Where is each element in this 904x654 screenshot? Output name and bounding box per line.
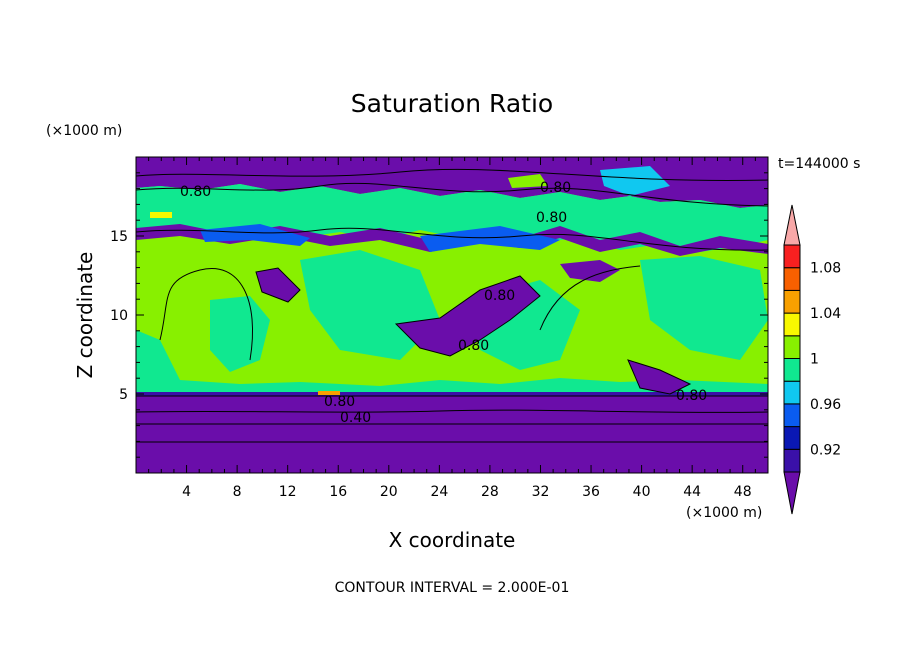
field-spot-3 — [150, 212, 172, 218]
colorbar-swatch — [783, 289, 801, 314]
colorbar-tick-label: 0.92 — [810, 442, 841, 458]
x-tick-label: 40 — [633, 484, 651, 500]
y-unit-label: (×1000 m) — [46, 123, 122, 139]
field-spot-2 — [600, 166, 670, 196]
x-tick-label: 24 — [430, 484, 448, 500]
x-tick-label: 32 — [532, 484, 550, 500]
contour-line — [136, 409, 768, 413]
x-tick-label: 36 — [582, 484, 600, 500]
x-tick-label: 8 — [233, 484, 242, 500]
colorbar-tick-label: 1 — [810, 352, 819, 368]
time-label: t=144000 s — [778, 156, 860, 172]
contour-label: 0.80 — [484, 288, 515, 304]
field-cloud-4 — [628, 360, 690, 394]
field-band-lower-cyan — [136, 330, 768, 392]
x-tick-label: 16 — [329, 484, 347, 500]
contour-line — [539, 265, 641, 331]
colorbar-tick-label: 1.04 — [810, 306, 841, 322]
colorbar-tick-label: 1.08 — [810, 261, 841, 277]
y-tick-label: 10 — [110, 308, 128, 324]
x-tick-label: 12 — [279, 484, 297, 500]
field-spot-4 — [318, 391, 340, 395]
field-cloud-3 — [560, 260, 620, 282]
colorbar-swatch — [783, 244, 801, 269]
field-blob-left — [210, 296, 270, 372]
x-axis-label: X coordinate — [389, 528, 516, 552]
contour-label: 0.80 — [324, 394, 355, 410]
contour-label: 0.40 — [340, 410, 371, 426]
colorbar-swatch — [783, 448, 801, 473]
contour-line — [627, 359, 692, 395]
field-spot-1 — [508, 174, 548, 188]
plot-field: 0.80 0.80 0.80 0.80 0.80 0.80 0.80 0.40 — [136, 157, 768, 473]
field-band-lower-edge — [136, 392, 768, 396]
colorbar-swatch — [783, 312, 801, 337]
contour-label: 0.80 — [458, 338, 489, 354]
contour-line — [136, 182, 768, 207]
field-blob-far-right — [640, 256, 768, 360]
contour-line — [394, 275, 541, 357]
x-tick-label: 28 — [481, 484, 499, 500]
colorbar: 0.92 0.96 1 1.04 1.08 — [783, 204, 841, 515]
colorbar-tick-label: 0.96 — [810, 397, 841, 413]
colorbar-swatch — [783, 403, 801, 428]
contour-line — [136, 168, 768, 181]
y-axis: 5 10 15 — [110, 156, 768, 474]
colorbar-swatch — [783, 358, 801, 382]
contour-line — [255, 267, 301, 303]
colorbar-swatch — [783, 380, 801, 405]
colorbar-swatch — [783, 267, 801, 291]
contour-line — [159, 268, 254, 361]
field-blue-streak-2 — [420, 226, 560, 252]
colorbar-upper-cap — [783, 204, 801, 246]
contour-line — [136, 227, 768, 251]
contour-label: 0.80 — [676, 388, 707, 404]
contour-label: 0.80 — [540, 180, 571, 196]
chart-title: Saturation Ratio — [351, 89, 553, 118]
field-cloud-2 — [396, 276, 540, 356]
y-tick-label: 15 — [110, 229, 128, 245]
y-tick-label: 5 — [119, 387, 128, 403]
contour-interval-label: CONTOUR INTERVAL = 2.000E-01 — [335, 580, 570, 596]
x-tick-label: 4 — [182, 484, 191, 500]
x-unit-label: (×1000 m) — [686, 505, 762, 521]
field-blue-streak — [200, 224, 310, 246]
y-axis-label: Z coordinate — [73, 252, 97, 379]
x-tick-label: 44 — [683, 484, 701, 500]
x-axis: 4 8 12 16 20 24 28 32 36 40 44 48 — [135, 157, 769, 500]
contour-label: 0.80 — [180, 184, 211, 200]
x-tick-label: 20 — [380, 484, 398, 500]
colorbar-swatch — [783, 426, 801, 450]
field-band-lower — [136, 394, 768, 473]
contour-lines — [136, 168, 768, 443]
contour-label: 0.80 — [536, 210, 567, 226]
x-tick-label: 48 — [734, 484, 752, 500]
colorbar-lower-cap — [783, 471, 801, 515]
colorbar-swatch — [783, 335, 801, 359]
